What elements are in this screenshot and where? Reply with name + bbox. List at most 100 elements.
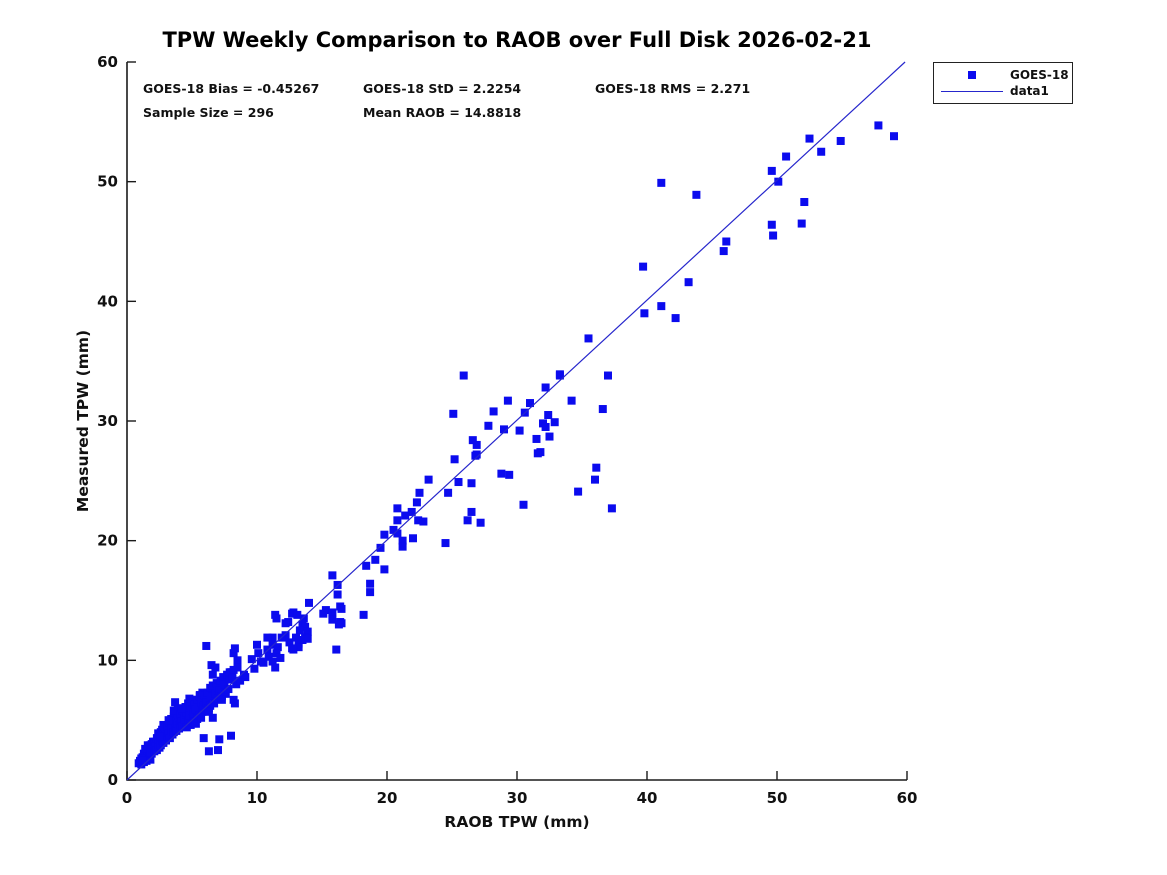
scatter-point — [199, 734, 208, 743]
stat-bias: GOES-18 Bias = -0.45267 — [143, 81, 320, 96]
scatter-point — [639, 262, 648, 271]
scatter-point — [398, 536, 407, 545]
scatter-point — [407, 507, 416, 516]
x-tick-label: 0 — [122, 789, 132, 807]
scatter-point — [295, 626, 304, 635]
scatter-point — [332, 645, 341, 654]
y-axis-label: Measured TPW (mm) — [74, 330, 92, 512]
scatter-point — [607, 504, 616, 513]
scatter-point — [371, 555, 380, 564]
scatter-point — [305, 598, 313, 607]
scatter-point — [204, 707, 213, 716]
scatter-point — [177, 704, 186, 713]
scatter-point — [164, 716, 173, 725]
scatter-point — [401, 511, 410, 520]
scatter-point — [414, 516, 423, 525]
stat-std: GOES-18 StD = 2.2254 — [363, 81, 522, 96]
scatter-point — [264, 652, 273, 661]
scatter-point — [220, 680, 229, 689]
chart-title: TPW Weekly Comparison to RAOB over Full … — [162, 28, 872, 52]
scatter-point — [230, 644, 239, 653]
scatter-point — [444, 488, 453, 497]
scatter-point — [362, 561, 371, 570]
scatter-point — [472, 450, 481, 459]
scatter-point — [268, 657, 277, 666]
scatter-point — [191, 719, 200, 728]
scatter-point — [467, 479, 476, 488]
scatter-point — [156, 732, 165, 741]
scatter-point — [233, 663, 242, 672]
scatter-point — [184, 716, 193, 725]
x-tick-label: 20 — [377, 789, 398, 807]
scatter-point — [476, 518, 485, 527]
scatter-point — [272, 614, 281, 623]
scatter-point — [467, 507, 476, 516]
scatter-point — [256, 657, 265, 666]
scatter-point — [185, 694, 194, 703]
scatter-point — [268, 640, 277, 649]
scatter-point — [301, 622, 310, 631]
scatter-point — [604, 371, 612, 380]
scatter-point — [671, 314, 680, 323]
scatter-point — [500, 425, 508, 434]
scatter-point — [519, 500, 528, 509]
scatter-point — [197, 713, 206, 722]
x-tick-label: 60 — [897, 789, 918, 807]
scatter-point — [208, 670, 217, 679]
scatter-point — [380, 530, 389, 539]
scatter-point — [281, 619, 290, 628]
scatter-point — [253, 640, 261, 649]
scatter-point — [817, 147, 826, 156]
scatter-point — [874, 121, 883, 130]
scatter-point — [328, 608, 337, 617]
legend-line-swatch-icon — [941, 90, 1003, 92]
scatter-point — [657, 178, 666, 187]
scatter-point — [138, 756, 147, 765]
scatter-point — [836, 136, 845, 145]
scatter-point — [684, 278, 693, 287]
scatter-point — [769, 231, 778, 240]
scatter-point — [215, 686, 224, 695]
scatter-point — [450, 455, 459, 464]
scatter-point — [393, 529, 402, 538]
scatter-point — [303, 634, 312, 643]
scatter-point — [328, 571, 337, 580]
scatter-point — [550, 418, 559, 427]
scatter-point — [376, 543, 385, 552]
scatter-point — [598, 405, 607, 414]
stat-rms: GOES-18 RMS = 2.271 — [595, 81, 751, 96]
stat-sample-size: Sample Size = 296 — [143, 105, 274, 120]
scatter-point — [541, 422, 550, 431]
scatter-point — [719, 247, 728, 256]
scatter-point — [393, 516, 402, 525]
scatter-point — [328, 615, 337, 624]
scatter-point — [472, 440, 481, 449]
y-tick-label: 20 — [97, 532, 118, 550]
scatter-point — [441, 539, 450, 548]
scatter-point — [227, 731, 235, 740]
scatter-point — [247, 655, 256, 664]
scatter-point — [366, 588, 375, 597]
scatter-point — [526, 399, 534, 408]
scatter-point — [273, 643, 282, 652]
scatter-point — [497, 469, 506, 478]
stat-mean-raob: Mean RAOB = 14.8818 — [363, 105, 522, 120]
scatter-point — [515, 426, 524, 435]
scatter-point — [468, 436, 477, 445]
legend-item-data1: data1 — [934, 83, 1072, 99]
scatter-point — [412, 498, 421, 507]
scatter-point — [143, 741, 152, 750]
scatter-point — [288, 609, 297, 618]
y-tick-label: 10 — [97, 651, 118, 669]
scatter-point — [890, 132, 898, 141]
scatter-point — [584, 334, 593, 343]
scatter-point — [449, 409, 458, 418]
x-axis-label: RAOB TPW (mm) — [444, 813, 589, 831]
scatter-point — [182, 723, 191, 732]
scatter-point — [276, 653, 285, 662]
scatter-point — [800, 198, 809, 207]
scatter-point — [224, 685, 233, 694]
scatter-point — [229, 649, 238, 658]
